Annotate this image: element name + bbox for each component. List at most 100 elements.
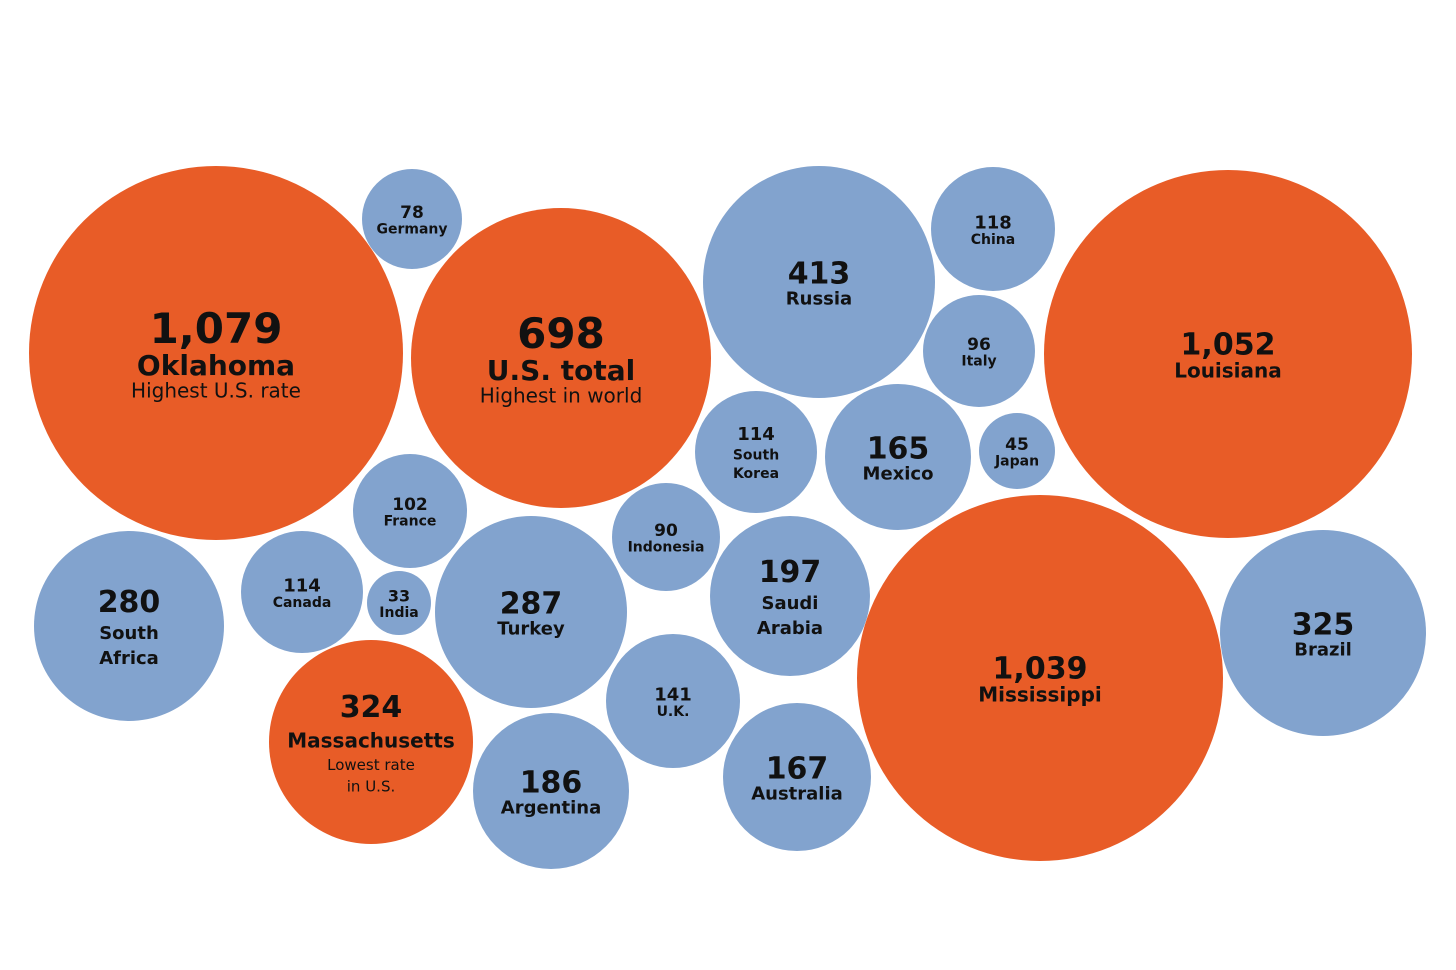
bubble-label-south-korea: South bbox=[733, 447, 779, 463]
bubble-value-germany: 78 bbox=[400, 203, 424, 223]
bubble-value-saudi-arabia: 197 bbox=[759, 555, 822, 590]
bubble-value-oklahoma: 1,079 bbox=[150, 304, 283, 353]
bubble-label-saudi-arabia: Arabia bbox=[757, 618, 823, 639]
bubble-label-argentina: Argentina bbox=[501, 798, 601, 819]
bubble-circle-south-korea bbox=[695, 391, 817, 513]
bubble-label-germany: Germany bbox=[376, 221, 447, 237]
bubble-circle-south-africa bbox=[34, 531, 224, 721]
bubble-circle-india bbox=[367, 571, 431, 635]
bubble-circle-canada bbox=[241, 531, 363, 653]
bubble-circle-indonesia bbox=[612, 483, 720, 591]
bubble-circle-mississippi bbox=[857, 495, 1223, 861]
bubble-circle-italy bbox=[923, 295, 1035, 407]
bubble-circle-germany bbox=[362, 169, 462, 269]
bubble-circle-saudi-arabia bbox=[710, 516, 870, 676]
bubble-south-africa: 280 South Africa bbox=[34, 531, 224, 721]
bubble-value-india: 33 bbox=[388, 587, 410, 606]
bubble-value-massachusetts: 324 bbox=[340, 690, 403, 725]
bubble-value-argentina: 186 bbox=[520, 766, 583, 801]
bubble-south-korea: 114 South Korea bbox=[695, 391, 817, 513]
bubble-label-oklahoma: Oklahoma bbox=[137, 349, 295, 382]
bubble-value-russia: 413 bbox=[788, 257, 851, 292]
bubble-circle-oklahoma bbox=[29, 166, 403, 540]
bubble-value-u-s-total: 698 bbox=[517, 309, 605, 358]
bubble-label-italy: Italy bbox=[961, 353, 996, 369]
bubble-label-south-africa: South bbox=[99, 623, 159, 644]
bubble-value-brazil: 325 bbox=[1292, 608, 1355, 643]
bubble-circle-russia bbox=[703, 166, 935, 398]
bubble-label-mexico: Mexico bbox=[863, 464, 934, 485]
bubble-saudi-arabia: 197 Saudi Arabia bbox=[710, 516, 870, 676]
bubble-value-south-korea: 114 bbox=[737, 424, 775, 445]
bubble-massachusetts: 324 Massachusetts Lowest rate in U.S. bbox=[269, 640, 473, 844]
bubble-label-u-k: U.K. bbox=[657, 704, 690, 720]
bubble-label-louisiana: Louisiana bbox=[1174, 358, 1282, 382]
bubble-note-oklahoma: Highest U.S. rate bbox=[131, 379, 301, 403]
bubble-value-canada: 114 bbox=[283, 575, 321, 596]
bubble-circle-argentina bbox=[473, 713, 629, 869]
bubble-label-france: France bbox=[384, 513, 437, 529]
bubble-label-canada: Canada bbox=[273, 595, 332, 611]
bubble-note-massachusetts: Lowest rate bbox=[327, 756, 415, 774]
bubble-label-indonesia: Indonesia bbox=[628, 539, 705, 555]
bubble-value-indonesia: 90 bbox=[654, 521, 678, 541]
bubble-value-mexico: 165 bbox=[867, 432, 930, 467]
bubble-circle-louisiana bbox=[1044, 170, 1412, 538]
bubble-label-japan: Japan bbox=[994, 453, 1039, 469]
bubble-value-u-k: 141 bbox=[654, 684, 692, 705]
bubble-circle-brazil bbox=[1220, 530, 1426, 736]
bubble-label-russia: Russia bbox=[786, 289, 852, 310]
bubble-label-brazil: Brazil bbox=[1294, 640, 1352, 661]
bubble-circle-u-s-total bbox=[411, 208, 711, 508]
bubble-value-louisiana: 1,052 bbox=[1181, 328, 1276, 363]
bubble-note-u-s-total: Highest in world bbox=[480, 384, 643, 408]
bubble-circle-australia bbox=[723, 703, 871, 851]
bubble-value-japan: 45 bbox=[1005, 435, 1029, 455]
bubble-label-saudi-arabia: Saudi bbox=[762, 593, 819, 614]
bubble-label-india: India bbox=[379, 605, 418, 621]
bubble-circle-turkey bbox=[435, 516, 627, 708]
bubble-label-south-africa: Africa bbox=[99, 648, 159, 669]
bubble-label-turkey: Turkey bbox=[497, 619, 565, 640]
bubble-value-mississippi: 1,039 bbox=[993, 652, 1088, 687]
bubble-label-australia: Australia bbox=[751, 784, 843, 805]
bubble-note-massachusetts: in U.S. bbox=[347, 778, 395, 796]
bubble-circle-massachusetts bbox=[269, 640, 473, 844]
bubble-label-mississippi: Mississippi bbox=[978, 682, 1102, 706]
bubble-circle-france bbox=[353, 454, 467, 568]
bubble-circle-mexico bbox=[825, 384, 971, 530]
bubble-label-u-s-total: U.S. total bbox=[487, 354, 635, 387]
bubble-value-france: 102 bbox=[392, 495, 428, 515]
bubble-value-china: 118 bbox=[974, 212, 1012, 233]
bubble-value-australia: 167 bbox=[766, 752, 829, 787]
bubble-value-italy: 96 bbox=[967, 335, 991, 355]
bubble-label-massachusetts: Massachusetts bbox=[287, 728, 455, 752]
bubble-value-south-africa: 280 bbox=[98, 585, 161, 620]
bubble-circle-china bbox=[931, 167, 1055, 291]
bubble-label-south-korea: Korea bbox=[733, 466, 779, 482]
bubble-circle-u-k bbox=[606, 634, 740, 768]
bubble-label-china: China bbox=[971, 232, 1015, 248]
bubble-value-turkey: 287 bbox=[500, 587, 563, 622]
bubble-circle-japan bbox=[979, 413, 1055, 489]
